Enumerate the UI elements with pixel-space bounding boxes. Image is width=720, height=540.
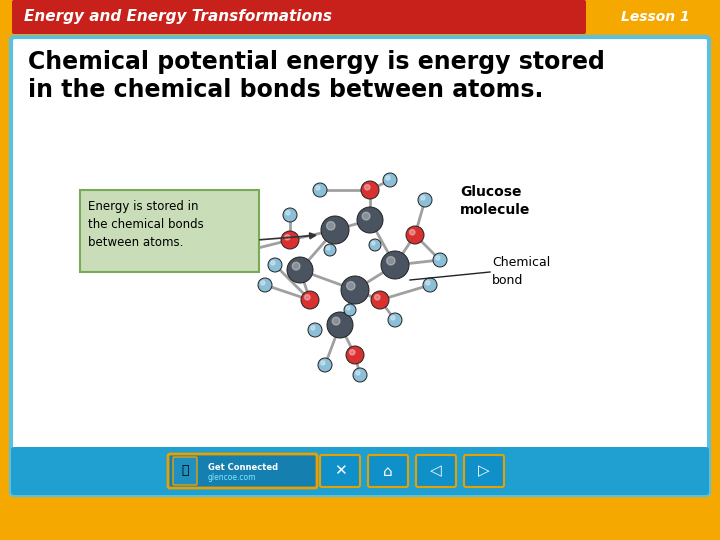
Circle shape — [268, 258, 282, 272]
Circle shape — [287, 257, 313, 283]
Circle shape — [436, 256, 440, 260]
Circle shape — [391, 316, 395, 320]
Circle shape — [386, 176, 390, 180]
Text: ⌂: ⌂ — [383, 463, 393, 478]
Circle shape — [406, 226, 424, 244]
Text: glencoe.com: glencoe.com — [208, 474, 256, 483]
Circle shape — [281, 231, 299, 249]
Circle shape — [346, 306, 350, 310]
Circle shape — [313, 183, 327, 197]
Circle shape — [321, 361, 325, 365]
Circle shape — [311, 326, 315, 330]
Text: Glucose
molecule: Glucose molecule — [460, 185, 531, 218]
Circle shape — [283, 208, 297, 222]
Circle shape — [371, 291, 389, 309]
Circle shape — [223, 258, 237, 272]
Circle shape — [324, 244, 336, 256]
FancyBboxPatch shape — [368, 455, 408, 487]
Circle shape — [356, 371, 360, 375]
Circle shape — [292, 262, 300, 270]
Circle shape — [364, 185, 370, 190]
Circle shape — [341, 276, 369, 304]
FancyBboxPatch shape — [173, 457, 197, 485]
Circle shape — [245, 245, 250, 250]
Circle shape — [258, 278, 272, 292]
Text: 📱: 📱 — [181, 464, 189, 477]
Circle shape — [369, 239, 381, 251]
Circle shape — [226, 261, 230, 265]
Circle shape — [316, 186, 320, 190]
Circle shape — [361, 181, 379, 199]
Circle shape — [388, 313, 402, 327]
Circle shape — [238, 223, 252, 237]
FancyBboxPatch shape — [464, 455, 504, 487]
Text: ▷: ▷ — [478, 463, 490, 478]
Circle shape — [301, 291, 319, 309]
Circle shape — [372, 241, 375, 245]
Circle shape — [240, 226, 245, 230]
Circle shape — [410, 230, 415, 235]
FancyBboxPatch shape — [416, 455, 456, 487]
FancyBboxPatch shape — [168, 454, 317, 488]
Circle shape — [318, 358, 332, 372]
Circle shape — [344, 304, 356, 316]
Text: ◁: ◁ — [430, 463, 442, 478]
Circle shape — [387, 256, 395, 265]
Circle shape — [357, 207, 383, 233]
Circle shape — [426, 281, 430, 285]
Circle shape — [362, 212, 370, 220]
Circle shape — [350, 349, 355, 355]
Circle shape — [420, 196, 425, 200]
Circle shape — [261, 281, 265, 285]
Circle shape — [433, 253, 447, 267]
Circle shape — [374, 295, 380, 300]
Circle shape — [346, 346, 364, 364]
Circle shape — [353, 368, 367, 382]
Text: Lesson 1: Lesson 1 — [621, 10, 690, 24]
Circle shape — [332, 317, 340, 325]
Circle shape — [326, 246, 330, 250]
Text: in the chemical bonds between atoms.: in the chemical bonds between atoms. — [28, 78, 544, 102]
Text: Chemical potential energy is energy stored: Chemical potential energy is energy stor… — [28, 50, 605, 74]
Text: Energy is stored in
the chemical bonds
between atoms.: Energy is stored in the chemical bonds b… — [88, 200, 204, 249]
FancyBboxPatch shape — [320, 455, 360, 487]
Circle shape — [327, 221, 335, 230]
FancyBboxPatch shape — [12, 0, 586, 34]
Text: ✕: ✕ — [333, 463, 346, 478]
FancyBboxPatch shape — [11, 447, 709, 495]
FancyBboxPatch shape — [80, 190, 259, 272]
Circle shape — [381, 251, 409, 279]
FancyBboxPatch shape — [11, 37, 709, 495]
Circle shape — [241, 241, 259, 259]
Circle shape — [383, 173, 397, 187]
Circle shape — [418, 193, 432, 207]
Circle shape — [346, 281, 355, 290]
Circle shape — [305, 295, 310, 300]
Text: Chemical
bond: Chemical bond — [492, 256, 550, 287]
Text: Energy and Energy Transformations: Energy and Energy Transformations — [24, 10, 332, 24]
Circle shape — [308, 323, 322, 337]
Circle shape — [423, 278, 437, 292]
Circle shape — [286, 211, 290, 215]
Text: Get Connected: Get Connected — [208, 463, 278, 472]
Circle shape — [327, 312, 353, 338]
Circle shape — [284, 234, 290, 240]
Circle shape — [271, 261, 275, 265]
Circle shape — [321, 216, 349, 244]
